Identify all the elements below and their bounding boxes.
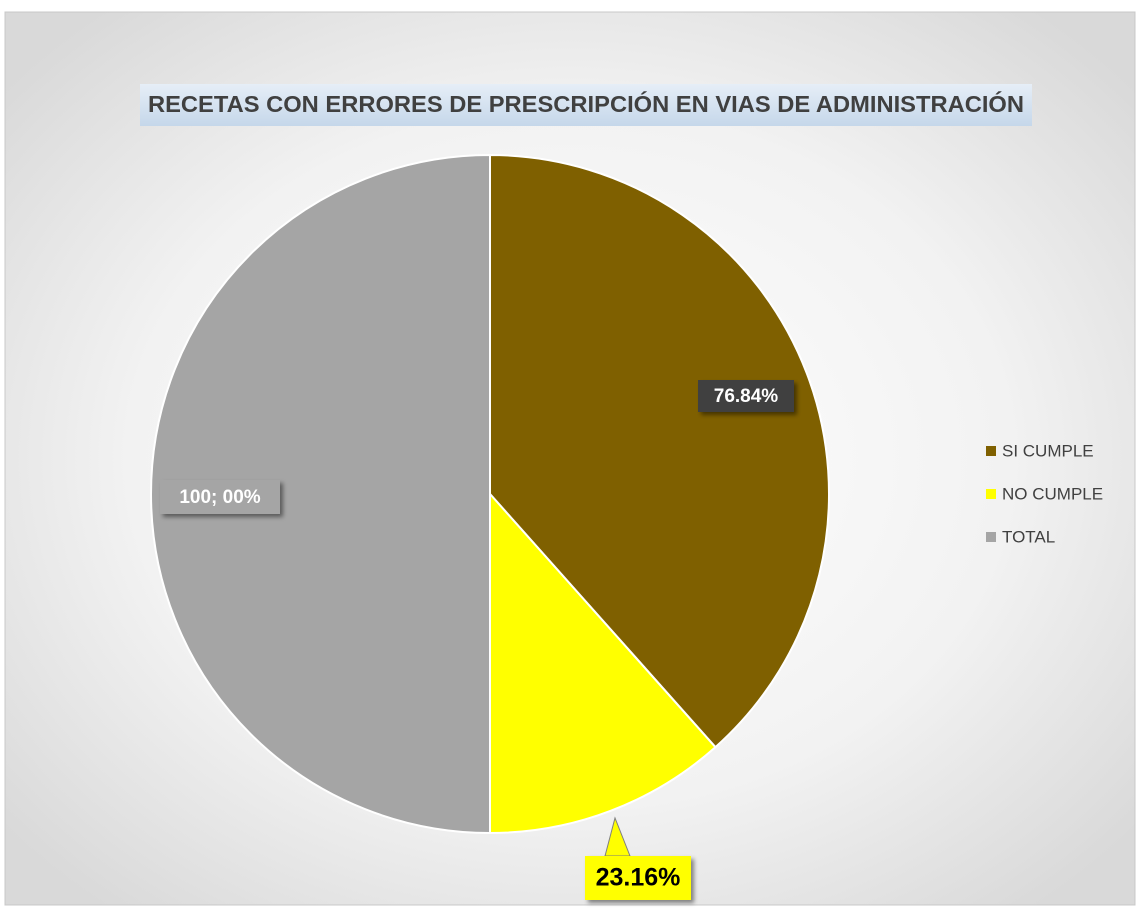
data-label-box bbox=[160, 480, 280, 514]
legend-label: TOTAL bbox=[1002, 527, 1055, 546]
data-label: 76.84% bbox=[714, 386, 779, 407]
pie-slice bbox=[489, 491, 717, 835]
data-label: 23.16% bbox=[596, 864, 681, 892]
data-label-box bbox=[585, 856, 691, 900]
legend-swatch bbox=[986, 489, 996, 499]
legend-label: SI CUMPLE bbox=[1002, 441, 1094, 460]
data-label-box bbox=[698, 380, 794, 412]
chart-title: RECETAS CON ERRORES DE PRESCRIPCIÓN EN V… bbox=[148, 90, 1024, 117]
legend-swatch bbox=[986, 532, 996, 542]
legend-label: NO CUMPLE bbox=[1002, 484, 1103, 503]
legend-swatch bbox=[986, 446, 996, 456]
pie-slice bbox=[489, 153, 830, 749]
pie-slice bbox=[150, 153, 491, 835]
data-label: 100; 00% bbox=[179, 487, 260, 508]
title-box bbox=[140, 84, 1032, 126]
